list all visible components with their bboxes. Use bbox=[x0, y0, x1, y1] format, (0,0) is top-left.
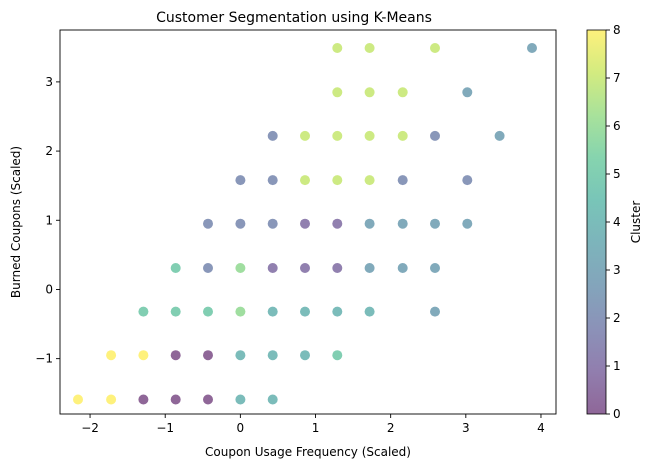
scatter-point-cluster-7 bbox=[364, 175, 375, 186]
scatter-point-cluster-2 bbox=[203, 218, 213, 229]
scatter-point-cluster-2 bbox=[397, 175, 408, 186]
colorbar-tick-label: 1 bbox=[613, 359, 621, 373]
colorbar-tick-label: 0 bbox=[613, 407, 621, 421]
scatter-point-cluster-2 bbox=[267, 130, 278, 141]
scatter-point-cluster-4 bbox=[267, 350, 278, 361]
scatter-point-cluster-2 bbox=[235, 218, 246, 229]
y-axis-label: Burned Coupons (Scaled) bbox=[9, 146, 23, 298]
scatter-point-cluster-0 bbox=[203, 350, 213, 361]
colorbar-tick-label: 5 bbox=[613, 167, 621, 181]
scatter-point-cluster-1 bbox=[332, 263, 343, 273]
x-tick-label: 1 bbox=[312, 421, 320, 435]
scatter-point-cluster-7 bbox=[332, 43, 343, 53]
scatter-point-cluster-4 bbox=[300, 350, 310, 361]
colorbar-tick-label: 7 bbox=[613, 71, 621, 85]
scatter-point-cluster-0 bbox=[203, 394, 213, 405]
scatter-point-cluster-0 bbox=[170, 394, 181, 405]
scatter-point-cluster-2 bbox=[267, 218, 278, 229]
scatter-point-cluster-3 bbox=[462, 218, 473, 229]
scatter-point-cluster-4 bbox=[235, 394, 246, 405]
chart-title: Customer Segmentation using K-Means bbox=[156, 10, 432, 26]
scatter-point-cluster-1 bbox=[300, 263, 310, 273]
x-tick-label: −2 bbox=[81, 421, 99, 435]
colorbar-tick-label: 4 bbox=[613, 215, 621, 229]
scatter-point-cluster-7 bbox=[364, 130, 375, 141]
scatter-point-cluster-4 bbox=[364, 306, 375, 317]
colorbar-tick-label: 2 bbox=[613, 311, 621, 325]
y-tick-label: −1 bbox=[35, 352, 53, 366]
colorbar-ticks: 0 1 2 3 4 5 6 7 8 bbox=[606, 23, 621, 421]
scatter-point-cluster-6 bbox=[235, 306, 246, 317]
scatter-point-cluster-4 bbox=[300, 306, 310, 317]
scatter-point-cluster-5 bbox=[332, 350, 343, 361]
x-tick-label: −1 bbox=[156, 421, 174, 435]
y-tick-label: 1 bbox=[45, 213, 53, 227]
scatter-point-cluster-3 bbox=[430, 263, 440, 273]
scatter-point-cluster-3 bbox=[462, 87, 473, 98]
scatter-point-cluster-7 bbox=[332, 175, 343, 186]
colorbar: 0 1 2 3 4 5 6 7 8 Cluster bbox=[586, 23, 643, 421]
x-axis-label: Coupon Usage Frequency (Scaled) bbox=[205, 445, 411, 459]
scatter-point-cluster-4 bbox=[267, 394, 278, 405]
scatter-point-cluster-3 bbox=[397, 218, 408, 229]
scatter-point-cluster-8 bbox=[73, 394, 83, 405]
colorbar-tick-label: 8 bbox=[613, 23, 621, 37]
points-layer bbox=[73, 43, 537, 405]
x-tick-label: 3 bbox=[462, 421, 470, 435]
scatter-point-cluster-4 bbox=[235, 350, 246, 361]
x-tick-label: 2 bbox=[387, 421, 395, 435]
scatter-point-cluster-4 bbox=[267, 306, 278, 317]
scatter-point-cluster-7 bbox=[332, 130, 343, 141]
scatter-point-cluster-7 bbox=[364, 87, 375, 98]
scatter-point-cluster-5 bbox=[138, 306, 149, 317]
scatter-point-cluster-6 bbox=[235, 263, 246, 273]
colorbar-tick-label: 6 bbox=[613, 119, 621, 133]
scatter-point-cluster-0 bbox=[170, 350, 181, 361]
x-tick-label: 4 bbox=[537, 421, 545, 435]
scatter-point-cluster-3 bbox=[430, 306, 440, 317]
scatter-point-cluster-2 bbox=[462, 175, 473, 186]
scatter-point-cluster-7 bbox=[300, 175, 310, 186]
colorbar-gradient bbox=[586, 29, 607, 415]
scatter-point-cluster-1 bbox=[267, 263, 278, 273]
scatter-point-cluster-3 bbox=[364, 218, 375, 229]
scatter-point-cluster-7 bbox=[397, 130, 408, 141]
scatter-point-cluster-8 bbox=[138, 350, 149, 361]
scatter-point-cluster-7 bbox=[397, 87, 408, 98]
y-axis: −1 0 1 2 3 bbox=[35, 75, 60, 366]
y-tick-label: 3 bbox=[45, 75, 53, 89]
scatter-point-cluster-3 bbox=[527, 43, 537, 53]
scatter-point-cluster-2 bbox=[235, 175, 246, 186]
plot-frame bbox=[59, 29, 557, 415]
colorbar-tick-label: 3 bbox=[613, 263, 621, 277]
scatter-point-cluster-3 bbox=[494, 130, 505, 141]
scatter-point-cluster-0 bbox=[138, 394, 149, 405]
scatter-point-cluster-5 bbox=[170, 306, 181, 317]
colorbar-label: Cluster bbox=[629, 201, 643, 244]
scatter-point-cluster-2 bbox=[267, 175, 278, 186]
x-axis: −2 −1 0 1 2 3 4 bbox=[81, 414, 545, 435]
y-tick-label: 2 bbox=[45, 144, 53, 158]
scatter-point-cluster-1 bbox=[332, 218, 343, 229]
scatter-point-cluster-7 bbox=[364, 43, 375, 53]
scatter-point-cluster-2 bbox=[203, 263, 213, 273]
scatter-point-cluster-4 bbox=[332, 306, 343, 317]
scatter-point-cluster-8 bbox=[106, 394, 117, 405]
y-tick-label: 0 bbox=[45, 282, 53, 296]
x-tick-label: 0 bbox=[237, 421, 245, 435]
scatter-point-cluster-3 bbox=[364, 263, 375, 273]
scatter-point-cluster-1 bbox=[300, 218, 310, 229]
scatter-point-cluster-7 bbox=[332, 87, 343, 98]
scatter-point-cluster-3 bbox=[397, 263, 408, 273]
scatter-point-cluster-2 bbox=[430, 130, 440, 141]
scatter-point-cluster-5 bbox=[170, 263, 181, 273]
scatter-point-cluster-7 bbox=[430, 43, 440, 53]
scatter-point-cluster-3 bbox=[430, 218, 440, 229]
scatter-point-cluster-8 bbox=[106, 350, 117, 361]
scatter-point-cluster-7 bbox=[300, 130, 310, 141]
scatter-point-cluster-5 bbox=[203, 306, 213, 317]
